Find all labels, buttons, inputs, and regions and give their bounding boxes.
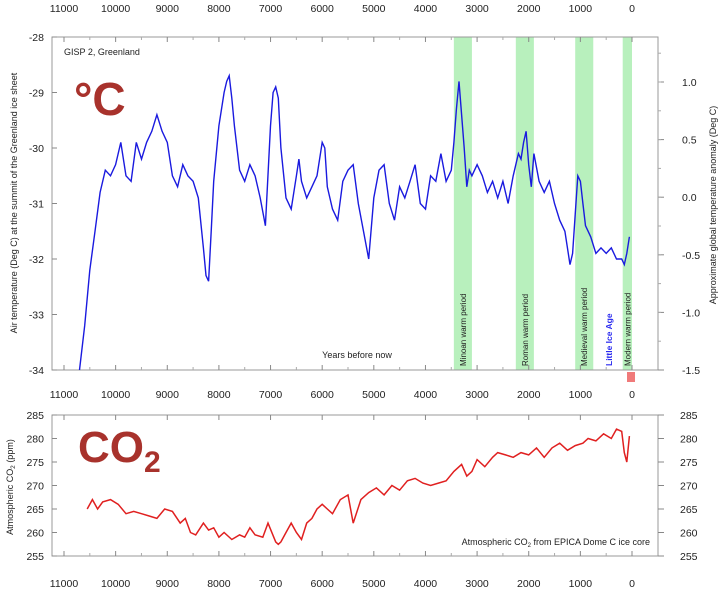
co2-series-line bbox=[86, 428, 631, 546]
y-right-tick-label: 275 bbox=[680, 457, 698, 469]
y-right-tick-label: 255 bbox=[680, 551, 698, 563]
x-tick-label: 10000 bbox=[101, 3, 130, 15]
period-label: Medieval warm period bbox=[580, 288, 589, 366]
bottom-y-axis-right: 285 280 275 270 265 260 255 bbox=[658, 410, 698, 563]
x-tick-label: 2000 bbox=[517, 578, 541, 590]
top-x-axis-label: Years before now bbox=[322, 350, 392, 360]
period-band bbox=[575, 37, 594, 370]
x-tick-label: 11000 bbox=[50, 578, 79, 590]
top-y-axis-right-label: Approximate global temperature anomaly (… bbox=[708, 106, 718, 305]
x-tick-label: 9000 bbox=[156, 389, 180, 401]
x-tick-label: 1000 bbox=[569, 389, 593, 401]
period-band bbox=[515, 37, 534, 370]
co2-caption: Atmospheric CO2 from EPICA Dome C ice co… bbox=[462, 537, 650, 549]
y-tick-label: 275 bbox=[26, 457, 44, 469]
x-tick-label: 2000 bbox=[517, 3, 541, 15]
y-right-tick-label: -1.5 bbox=[682, 365, 700, 377]
period-band bbox=[622, 37, 632, 370]
y-right-tick-label: 265 bbox=[680, 504, 698, 516]
x-tick-label: 10000 bbox=[101, 389, 130, 401]
x-tick-label: 6000 bbox=[311, 3, 335, 15]
x-tick-label: 2000 bbox=[517, 389, 541, 401]
x-tick-label: 10000 bbox=[101, 578, 130, 590]
bottom-x-axis: 11000 10000 9000 8000 7000 6000 5000 4000 3000 20… bbox=[50, 415, 635, 590]
top-x-axis-upper: 11000 10000 9000 8000 7000 6000 5000 4000 3000 20… bbox=[50, 3, 635, 42]
x-tick-label: 8000 bbox=[207, 3, 231, 15]
x-tick-label: 1000 bbox=[569, 3, 593, 15]
y-tick-label: -30 bbox=[29, 143, 44, 155]
y-tick-label: -33 bbox=[29, 310, 44, 322]
temperature-series-line bbox=[78, 73, 631, 371]
x-tick-label: 11000 bbox=[50, 3, 79, 15]
y-right-tick-label: 1.0 bbox=[682, 77, 697, 89]
top-plot-frame bbox=[51, 36, 659, 371]
period-label: Modern warm period bbox=[623, 293, 632, 366]
y-right-tick-label: 285 bbox=[680, 410, 698, 422]
x-tick-label: 7000 bbox=[259, 3, 283, 15]
x-tick-label: 7000 bbox=[259, 578, 283, 590]
bottom-y-axis-left: 285 280 275 270 265 260 255 bbox=[26, 410, 57, 563]
y-right-tick-label: 0.0 bbox=[682, 192, 697, 204]
y-tick-label: 285 bbox=[26, 410, 44, 422]
modern-marker bbox=[627, 372, 635, 382]
x-tick-label: 5000 bbox=[362, 3, 386, 15]
x-tick-label: 6000 bbox=[311, 389, 335, 401]
x-tick-label: 9000 bbox=[156, 578, 180, 590]
y-tick-label: 270 bbox=[26, 481, 44, 493]
y-tick-label: 280 bbox=[26, 434, 44, 446]
co2-big-label: CO2 bbox=[78, 423, 161, 479]
y-tick-label: -34 bbox=[29, 365, 44, 377]
y-tick-label: -29 bbox=[29, 88, 44, 100]
x-tick-label: 9000 bbox=[156, 3, 180, 15]
y-tick-label: -32 bbox=[29, 254, 44, 266]
period-label: Roman warm period bbox=[521, 294, 530, 366]
y-right-tick-label: -1.0 bbox=[682, 307, 700, 319]
x-tick-label: 0 bbox=[629, 578, 635, 590]
y-right-tick-label: -0.5 bbox=[682, 250, 700, 262]
x-tick-label: 3000 bbox=[465, 578, 489, 590]
y-tick-label: 265 bbox=[26, 504, 44, 516]
y-right-tick-label: 280 bbox=[680, 434, 698, 446]
x-tick-label: 0 bbox=[629, 3, 635, 15]
period-label: Little Ice Age bbox=[604, 313, 614, 366]
top-x-axis-lower: 11000 10000 9000 8000 7000 6000 5000 4000 3000 20… bbox=[50, 365, 635, 401]
x-tick-label: 1000 bbox=[569, 578, 593, 590]
x-tick-label: 4000 bbox=[414, 389, 438, 401]
x-tick-label: 4000 bbox=[414, 3, 438, 15]
y-right-tick-label: 260 bbox=[680, 528, 698, 540]
y-tick-label: -28 bbox=[29, 32, 44, 44]
x-tick-label: 0 bbox=[629, 389, 635, 401]
top-chart-title: GISP 2, Greenland bbox=[64, 47, 140, 57]
top-y-axis-left: -28 -29 -30 -31 -32 -33 -34 bbox=[29, 32, 57, 377]
x-tick-label: 5000 bbox=[362, 578, 386, 590]
x-tick-label: 6000 bbox=[311, 578, 335, 590]
top-y-axis-right: 1.0 0.5 0.0 -0.5 -1.0 -1.5 bbox=[658, 52, 700, 377]
x-tick-label: 8000 bbox=[207, 578, 231, 590]
period-labels: Minoan warm period Roman warm period Medie… bbox=[459, 288, 632, 366]
x-tick-label: 8000 bbox=[207, 389, 231, 401]
x-tick-label: 4000 bbox=[414, 578, 438, 590]
x-tick-label: 11000 bbox=[50, 389, 79, 401]
y-tick-label: 255 bbox=[26, 551, 44, 563]
x-tick-label: 3000 bbox=[465, 389, 489, 401]
y-right-tick-label: 0.5 bbox=[682, 135, 697, 147]
x-tick-label: 5000 bbox=[362, 389, 386, 401]
bottom-y-axis-label: Atmospheric CO2 (ppm) bbox=[5, 439, 17, 535]
period-label: Minoan warm period bbox=[459, 294, 468, 366]
y-right-tick-label: 270 bbox=[680, 481, 698, 493]
warm-period-bands bbox=[453, 37, 632, 370]
temperature-big-label: °C bbox=[74, 73, 126, 125]
x-tick-label: 7000 bbox=[259, 389, 283, 401]
y-tick-label: -31 bbox=[29, 199, 44, 211]
period-band bbox=[453, 37, 472, 370]
top-y-axis-label: Air temperature (Deg C) at the summit of… bbox=[9, 72, 19, 333]
x-tick-label: 3000 bbox=[465, 3, 489, 15]
y-tick-label: 260 bbox=[26, 528, 44, 540]
